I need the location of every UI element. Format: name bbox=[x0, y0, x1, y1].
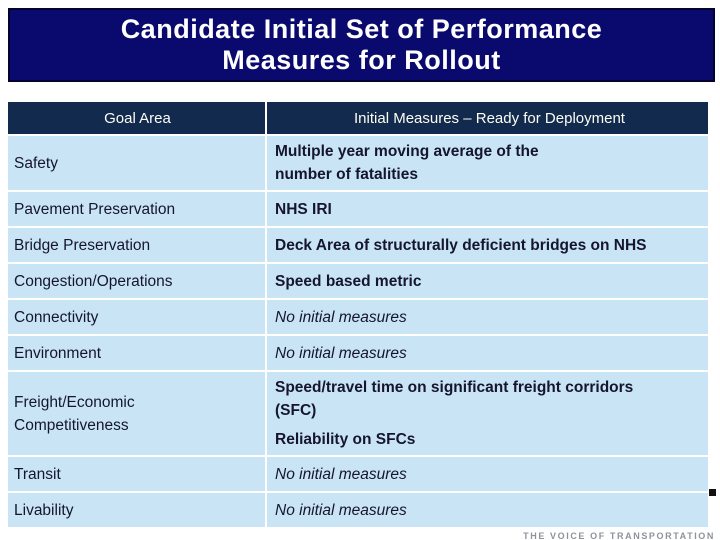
table-row: Congestion/Operations Speed based metric bbox=[8, 264, 708, 300]
measure-cell: Multiple year moving average of the numbe… bbox=[265, 136, 708, 190]
table-row: Transit No initial measures bbox=[8, 457, 708, 493]
goal-area-label: Freight/Economic bbox=[14, 393, 135, 411]
goal-cell: Connectivity bbox=[8, 300, 265, 334]
table-body: Safety Multiple year moving average of t… bbox=[8, 136, 708, 529]
measure-cell: Speed based metric bbox=[265, 264, 708, 298]
goal-area-label: Livability bbox=[14, 501, 74, 519]
goal-area-label: Congestion/Operations bbox=[14, 272, 173, 290]
measure-cell: No initial measures bbox=[265, 493, 708, 527]
measure-text: (SFC) bbox=[275, 402, 317, 419]
performance-measures-table: Goal Area Initial Measures – Ready for D… bbox=[8, 102, 708, 529]
table-row: Pavement Preservation NHS IRI bbox=[8, 192, 708, 228]
goal-cell: Livability bbox=[8, 493, 265, 527]
measure-text: No initial measures bbox=[275, 465, 407, 483]
table-row: Environment No initial measures bbox=[8, 336, 708, 372]
goal-area-label: Pavement Preservation bbox=[14, 200, 176, 218]
measure-text: No initial measures bbox=[275, 501, 407, 519]
slide-title-banner: Candidate Initial Set of Performance Mea… bbox=[8, 8, 715, 82]
goal-area-header-cell: Goal Area bbox=[8, 102, 265, 134]
table-row: Connectivity No initial measures bbox=[8, 300, 708, 336]
measure-cell: NHS IRI bbox=[265, 192, 708, 226]
table-header-row: Goal Area Initial Measures – Ready for D… bbox=[8, 102, 708, 136]
goal-area-label: Bridge Preservation bbox=[14, 236, 151, 254]
table-row: Livability No initial measures bbox=[8, 493, 708, 529]
measure-cell: Deck Area of structurally deficient brid… bbox=[265, 228, 708, 262]
black-square-marker bbox=[709, 489, 716, 496]
measure-text: No initial measures bbox=[275, 308, 407, 326]
measure-cell: No initial measures bbox=[265, 336, 708, 370]
goal-area-label: Transit bbox=[14, 465, 61, 483]
measure-text: NHS IRI bbox=[275, 200, 332, 218]
measure-cell: No initial measures bbox=[265, 300, 708, 334]
initial-measures-header-label: Initial Measures – Ready for Deployment bbox=[354, 109, 625, 127]
goal-area-header-label: Goal Area bbox=[104, 109, 171, 127]
table-row: Safety Multiple year moving average of t… bbox=[8, 136, 708, 192]
measure-cell: Speed/travel time on significant freight… bbox=[265, 372, 708, 455]
footer-tagline: THE VOICE OF TRANSPORTATION bbox=[523, 531, 715, 540]
initial-measures-header-cell: Initial Measures – Ready for Deployment bbox=[265, 102, 708, 134]
measure-text: Multiple year moving average of the bbox=[275, 143, 539, 160]
goal-area-label: Competitiveness bbox=[14, 416, 129, 434]
goal-cell: Freight/Economic Competitiveness bbox=[8, 372, 265, 455]
goal-area-label: Environment bbox=[14, 344, 102, 362]
slide-title-line-1: Candidate Initial Set of Performance bbox=[120, 14, 603, 44]
measure-text: Speed based metric bbox=[275, 272, 422, 290]
slide-title-line-2: Measures for Rollout bbox=[222, 45, 501, 75]
goal-area-label: Connectivity bbox=[14, 308, 99, 326]
goal-cell: Pavement Preservation bbox=[8, 192, 265, 226]
measure-text: Reliability on SFCs bbox=[275, 431, 416, 448]
measure-text: Speed/travel time on significant freight… bbox=[275, 379, 634, 396]
goal-area-label: Safety bbox=[14, 154, 58, 172]
measure-cell: No initial measures bbox=[265, 457, 708, 491]
goal-cell: Bridge Preservation bbox=[8, 228, 265, 262]
goal-cell: Environment bbox=[8, 336, 265, 370]
table-row: Freight/Economic Competitiveness Speed/tr… bbox=[8, 372, 708, 457]
measure-text: number of fatalities bbox=[275, 166, 418, 183]
goal-cell: Safety bbox=[8, 136, 265, 190]
measure-text: Deck Area of structurally deficient brid… bbox=[275, 236, 647, 254]
goal-cell: Congestion/Operations bbox=[8, 264, 265, 298]
table-row: Bridge Preservation Deck Area of structu… bbox=[8, 228, 708, 264]
goal-cell: Transit bbox=[8, 457, 265, 491]
measure-text: No initial measures bbox=[275, 344, 407, 362]
